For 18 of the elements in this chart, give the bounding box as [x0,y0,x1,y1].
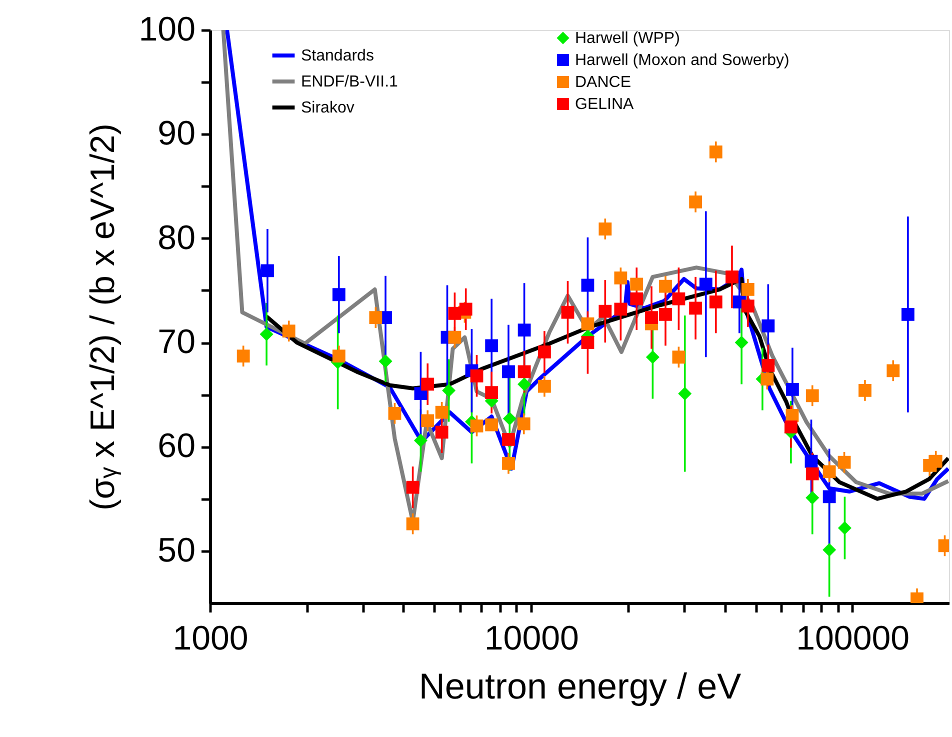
y-tick-label: 50 [158,531,196,570]
x-tick-label: 10000 [484,620,579,658]
legend-label: Sirakov [301,100,354,116]
y-tick-label: 70 [158,323,196,362]
y-tick-label: 90 [158,114,196,153]
x-axis-title: Neutron energy / eV [418,666,742,706]
x-tick-label: 1000 [172,620,248,658]
y-tick-label: 80 [158,218,196,257]
y-axis-title: (σᵧ x E^1/2) / (b x eV^1/2) [84,124,122,510]
legend-label: ENDF/B-VII.1 [301,74,398,90]
x-tick-label: 100000 [796,620,910,658]
legend-label: Standards [301,48,374,64]
legend-label: GELINA [575,96,634,113]
legend-label: DANCE [575,74,632,91]
legend-label: Harwell (WPP) [575,30,680,47]
legend-label: Harwell (Moxon and Sowerby) [575,52,790,69]
y-tick-label: 100 [138,10,196,48]
y-tick-label: 60 [158,427,196,466]
